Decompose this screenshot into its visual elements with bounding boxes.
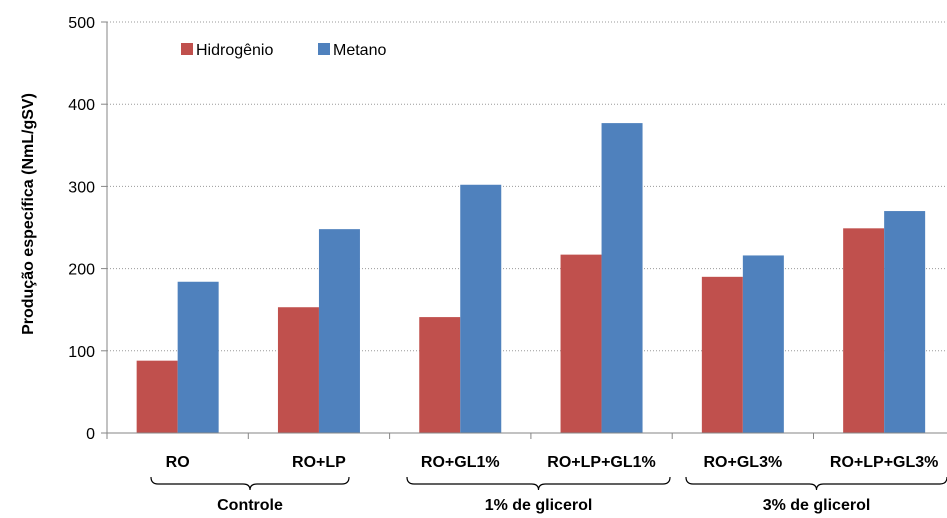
category-label: RO+LP+GL3%	[830, 454, 938, 471]
group-bracket	[150, 476, 350, 491]
category-label: RO+LP+GL1%	[547, 454, 655, 471]
bar-metano	[460, 184, 502, 433]
bar-metano	[318, 229, 360, 433]
bar-hidrogenio	[419, 317, 461, 433]
group-bracket	[685, 476, 947, 491]
bar-hidrogenio	[277, 307, 319, 433]
group-label: 1% de glicerol	[485, 497, 593, 514]
bar-hidrogenio	[701, 276, 743, 433]
group-bracket	[406, 476, 671, 491]
legend-label: Metano	[333, 42, 386, 59]
y-tick-label: 0	[86, 426, 95, 443]
y-axis-label: Produção específica (NmL/gSV)	[20, 93, 37, 335]
legend-label: Hidrogênio	[196, 42, 273, 59]
y-tick-label: 200	[68, 262, 95, 279]
y-tick-label: 300	[68, 179, 95, 196]
category-labels: RO RO+LP RO+GL1% RO+LP+GL1% RO+GL3% RO+LP+GL3…	[166, 454, 939, 471]
category-label: RO+LP	[292, 454, 346, 471]
axes	[106, 22, 947, 439]
bars	[136, 123, 926, 433]
legend-swatch-metano	[318, 43, 330, 55]
bar-hidrogenio	[136, 360, 178, 433]
legend: Hidrogênio Metano	[181, 42, 386, 59]
bar-metano	[177, 281, 219, 433]
y-tick-labels: 0 100 200 300 400 500	[68, 15, 95, 443]
legend-swatch-hidrogenio	[181, 43, 193, 55]
bar-metano	[742, 255, 784, 433]
category-label: RO	[166, 454, 190, 471]
bar-metano	[601, 123, 643, 433]
group-label: 3% de glicerol	[763, 497, 871, 514]
bar-metano	[884, 211, 926, 433]
group-labels: Controle 1% de glicerol 3% de glicerol	[150, 476, 947, 514]
y-tick-label: 400	[68, 97, 95, 114]
group-label: Controle	[217, 497, 283, 514]
y-tick-label: 100	[68, 344, 95, 361]
bar-hidrogenio	[843, 228, 885, 433]
bar-hidrogenio	[560, 254, 602, 433]
category-label: RO+GL1%	[421, 454, 500, 471]
gridlines	[101, 21, 947, 434]
category-label: RO+GL3%	[704, 454, 783, 471]
y-tick-label: 500	[68, 15, 95, 32]
